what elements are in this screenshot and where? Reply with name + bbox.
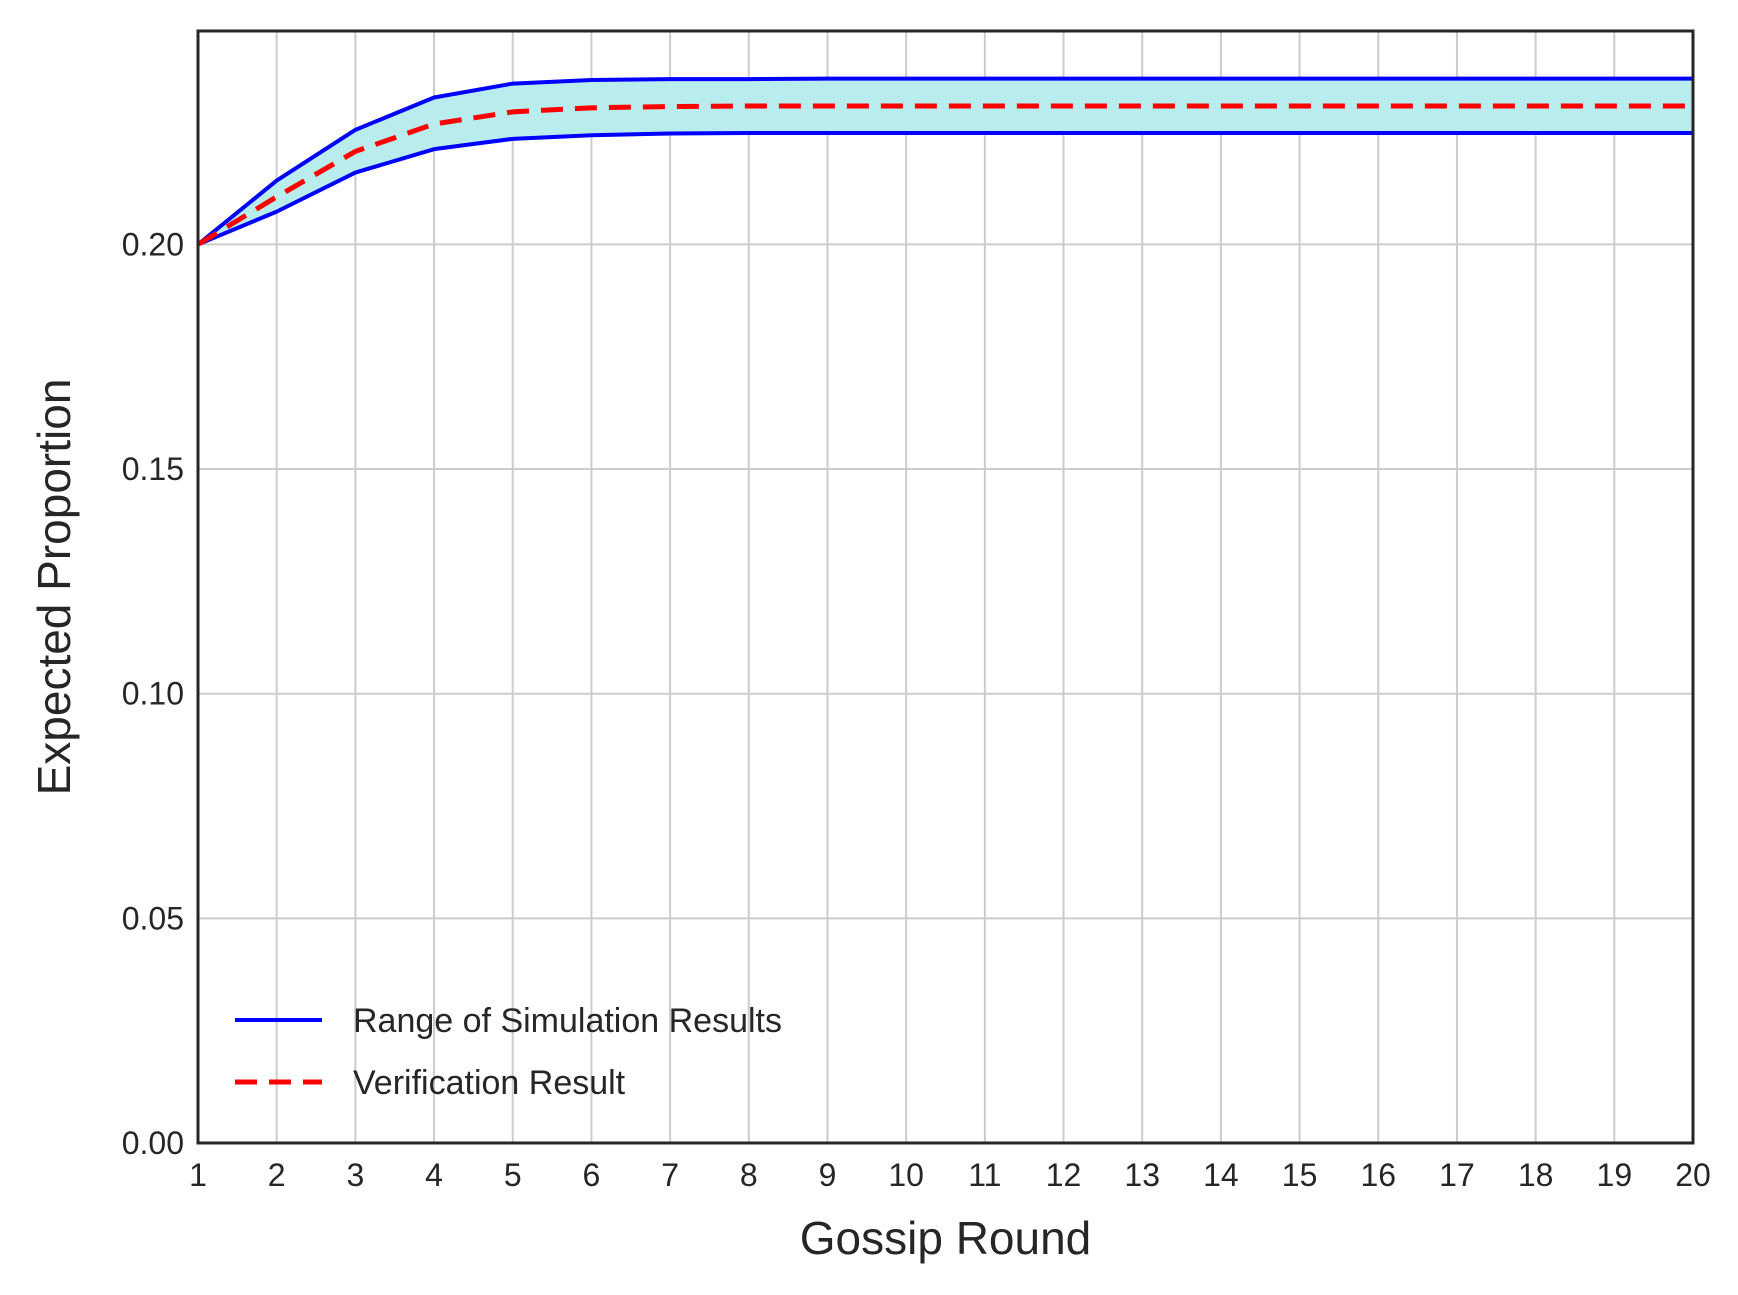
series-lines (196, 76, 1693, 247)
x-tick-label: 8 (740, 1157, 758, 1193)
y-tick-label: 0.00 (122, 1125, 184, 1161)
y-tick-label: 0.20 (122, 226, 184, 262)
legend-label-verification: Verification Result (353, 1064, 626, 1102)
series-line-range-upper (196, 76, 1693, 246)
x-tick-label: 12 (1046, 1157, 1082, 1193)
x-tick-label: 17 (1439, 1157, 1475, 1193)
x-tick-label: 14 (1203, 1157, 1239, 1193)
x-tick-label: 1 (189, 1157, 207, 1193)
x-tick-label: 19 (1597, 1157, 1633, 1193)
x-tick-label: 9 (819, 1157, 837, 1193)
y-tick-label: 0.15 (122, 451, 184, 487)
y-tick-label: 0.10 (122, 676, 184, 712)
plot-frame (196, 29, 1695, 1145)
x-tick-label: 3 (346, 1157, 364, 1193)
y-axis-title: Expected Proportion (28, 379, 80, 796)
grid (197, 31, 1694, 1144)
legend-label-range: Range of Simulation Results (353, 1002, 782, 1040)
x-tick-label: 13 (1124, 1157, 1160, 1193)
y-tick-label: 0.05 (122, 900, 184, 936)
x-tick-label: 10 (888, 1157, 924, 1193)
x-tick-label: 7 (661, 1157, 679, 1193)
range-band (198, 78, 1693, 245)
range-fill (198, 78, 1693, 245)
x-tick-label: 2 (268, 1157, 286, 1193)
x-tick-label: 11 (968, 1157, 1001, 1193)
x-tick-label: 20 (1675, 1157, 1711, 1193)
y-tick-labels: 0.00 0.05 0.10 0.15 0.20 (122, 226, 184, 1161)
legend: Range of Simulation Results Verification… (235, 1002, 782, 1102)
series-line-verification (196, 103, 1693, 247)
x-tick-label: 15 (1282, 1157, 1318, 1193)
x-tick-label: 18 (1518, 1157, 1554, 1193)
x-tick-label: 4 (425, 1157, 443, 1193)
x-tick-label: 6 (583, 1157, 601, 1193)
x-tick-label: 16 (1360, 1157, 1396, 1193)
x-tick-label: 5 (504, 1157, 522, 1193)
x-tick-labels: 1 2 3 4 5 6 7 8 9 10 11 12 13 14 15 16 17 18 19 20 (189, 1157, 1711, 1193)
x-axis-title: Gossip Round (800, 1212, 1092, 1264)
series-line-range-lower (197, 130, 1693, 247)
